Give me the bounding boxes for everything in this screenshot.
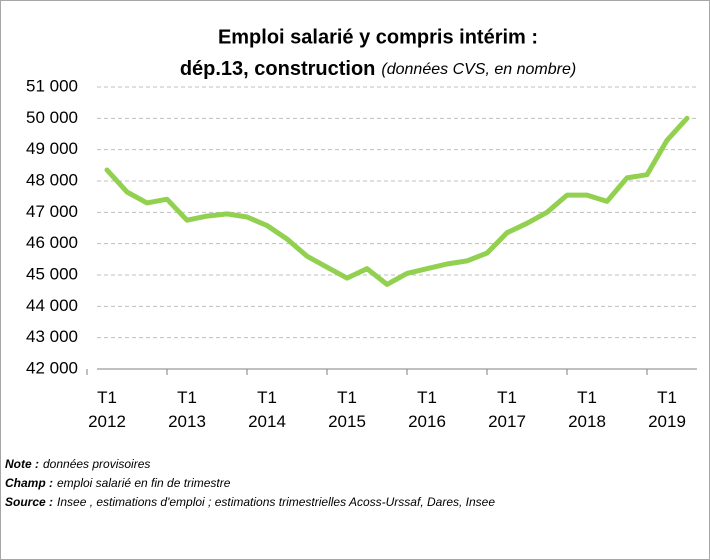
y-tick-label: 47 000 (26, 202, 78, 221)
x-tick-label: T1 2013 (168, 388, 206, 431)
x-tick-label-line: 2014 (248, 412, 286, 431)
note-text: emploi salarié en fin de trimestre (57, 476, 231, 490)
note: Source : Insee , estimations d'emploi ; e… (5, 495, 495, 509)
note-text: Insee , estimations d'emploi ; estimatio… (57, 495, 495, 509)
y-tick-label: 50 000 (26, 108, 78, 127)
x-tick-label-line: 2017 (488, 412, 526, 431)
series-line (104, 115, 690, 287)
y-tick-label: 46 000 (26, 233, 78, 252)
x-tick-label-line: T1 (497, 388, 517, 407)
note-label: Source : (5, 495, 53, 509)
y-tick-label: 49 000 (26, 139, 78, 158)
x-tick-label-line: 2019 (648, 412, 686, 431)
x-tick-label-line: T1 (177, 388, 197, 407)
y-tick-label: 45 000 (26, 264, 78, 283)
chart-title-line2: dép.13, construction (données CVS, en nom… (180, 58, 576, 80)
y-tick-label: 51 000 (26, 76, 78, 95)
note: Note : données provisoires (5, 457, 150, 471)
x-tick-label-line: T1 (337, 388, 357, 407)
x-tick-label: T1 2012 (88, 388, 126, 431)
note-label: Champ : (5, 476, 53, 490)
x-tick-label-line: T1 (257, 388, 277, 407)
x-tick-label: T1 2016 (408, 388, 446, 431)
y-tick-label: 42 000 (26, 358, 78, 377)
title-line2: dép.13, construction (180, 58, 376, 80)
y-tick-label: 48 000 (26, 170, 78, 189)
x-tick-label: T1 2018 (568, 388, 606, 431)
note: Champ : emploi salarié en fin de trimestr… (5, 476, 231, 490)
x-tick-label-line: T1 (417, 388, 437, 407)
x-tick-label: T1 2017 (488, 388, 526, 431)
x-tick-label: T1 2014 (248, 388, 286, 431)
x-tick-label-line: 2012 (88, 412, 126, 431)
x-tick-label-line: T1 (97, 388, 117, 407)
x-tick-label: T1 2019 (648, 388, 686, 431)
y-tick-label: 44 000 (26, 296, 78, 315)
note-text: données provisoires (43, 457, 150, 471)
x-tick-label-line: 2013 (168, 412, 206, 431)
x-tick-label-line: 2016 (408, 412, 446, 431)
subtitle: (données CVS, en nombre) (381, 61, 576, 78)
chart-title: Emploi salarié y compris intérim : (218, 26, 538, 48)
x-tick-label-line: T1 (657, 388, 677, 407)
x-tick-label-line: T1 (577, 388, 597, 407)
x-tick-label-line: 2018 (568, 412, 606, 431)
x-tick-label-line: 2015 (328, 412, 366, 431)
x-tick-label: T1 2015 (328, 388, 366, 431)
note-label: Note : (5, 457, 39, 471)
y-tick-label: 43 000 (26, 327, 78, 346)
